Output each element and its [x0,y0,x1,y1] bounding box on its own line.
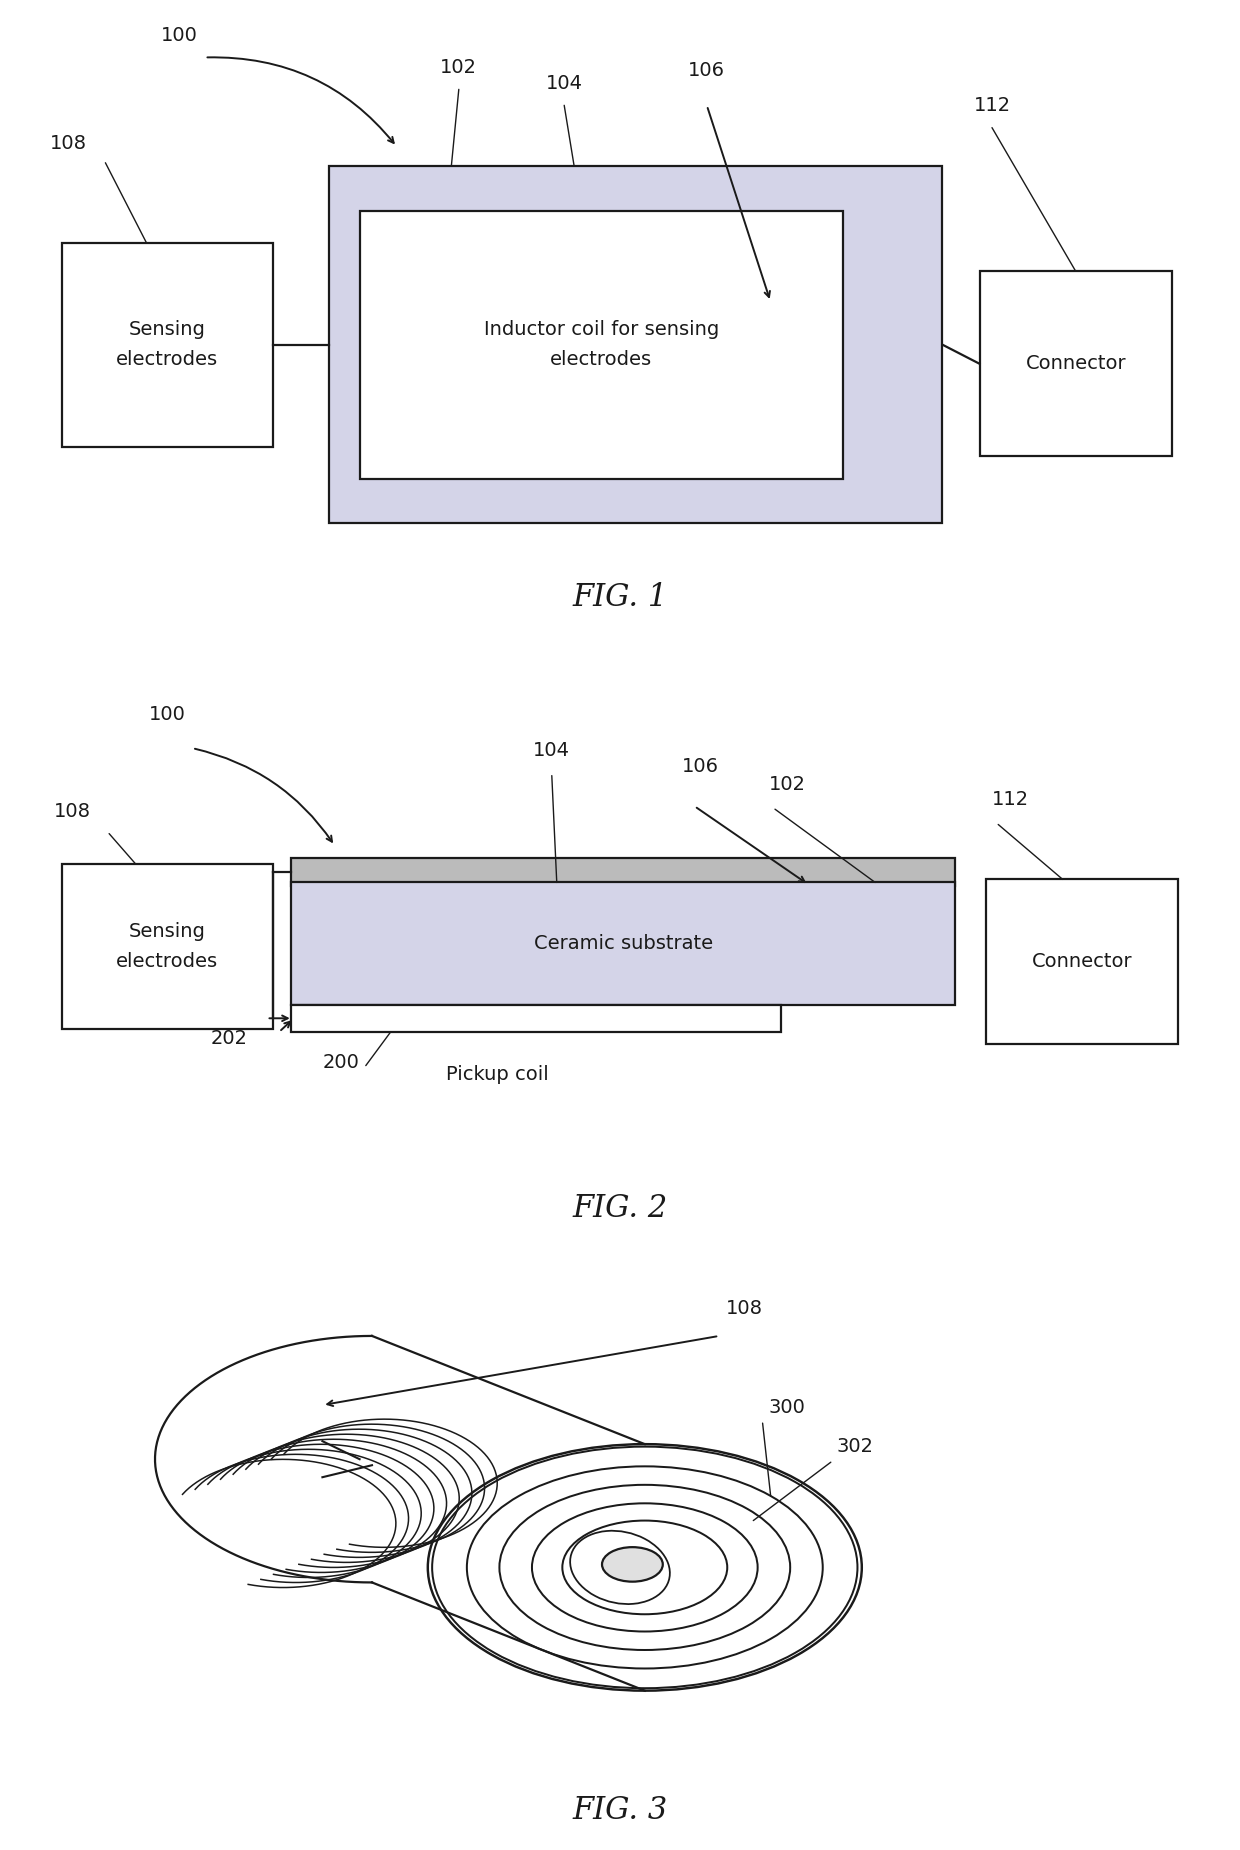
Text: 108: 108 [53,803,91,821]
Bar [291,858,955,886]
Bar [329,166,942,524]
Text: 300: 300 [769,1399,806,1417]
Bar [62,242,273,448]
Text: Connector: Connector [1032,953,1132,971]
Text: 202: 202 [211,1029,248,1047]
Text: Inductor coil for sensing
electrodes: Inductor coil for sensing electrodes [484,320,719,368]
Bar [980,272,1172,457]
Text: 302: 302 [837,1437,874,1456]
Text: 102: 102 [769,775,806,794]
Text: 108: 108 [50,135,87,154]
Text: 104: 104 [533,742,570,760]
Bar [986,879,1178,1043]
Text: FIG. 2: FIG. 2 [573,1193,667,1225]
Text: Pickup coil: Pickup coil [446,1066,549,1084]
Text: Sensing
electrodes: Sensing electrodes [117,923,218,971]
Text: Connector: Connector [1025,355,1126,374]
Bar [291,882,955,1005]
Text: 200: 200 [322,1053,360,1071]
Text: 112: 112 [992,790,1029,808]
Bar [291,1005,781,1032]
Ellipse shape [603,1547,662,1582]
Text: 108: 108 [725,1299,763,1317]
Text: Sensing
electrodes: Sensing electrodes [117,320,218,368]
Text: 106: 106 [688,61,725,80]
Text: Ceramic substrate: Ceramic substrate [533,934,713,953]
Text: 102: 102 [440,57,477,76]
Text: 106: 106 [682,757,719,775]
Bar [360,211,843,479]
Bar [62,864,273,1029]
Text: FIG. 3: FIG. 3 [573,1794,667,1826]
Text: 104: 104 [546,74,583,92]
Text: FIG. 1: FIG. 1 [573,581,667,612]
Text: 112: 112 [973,96,1011,115]
Text: 100: 100 [149,705,186,723]
Text: 100: 100 [161,26,198,44]
